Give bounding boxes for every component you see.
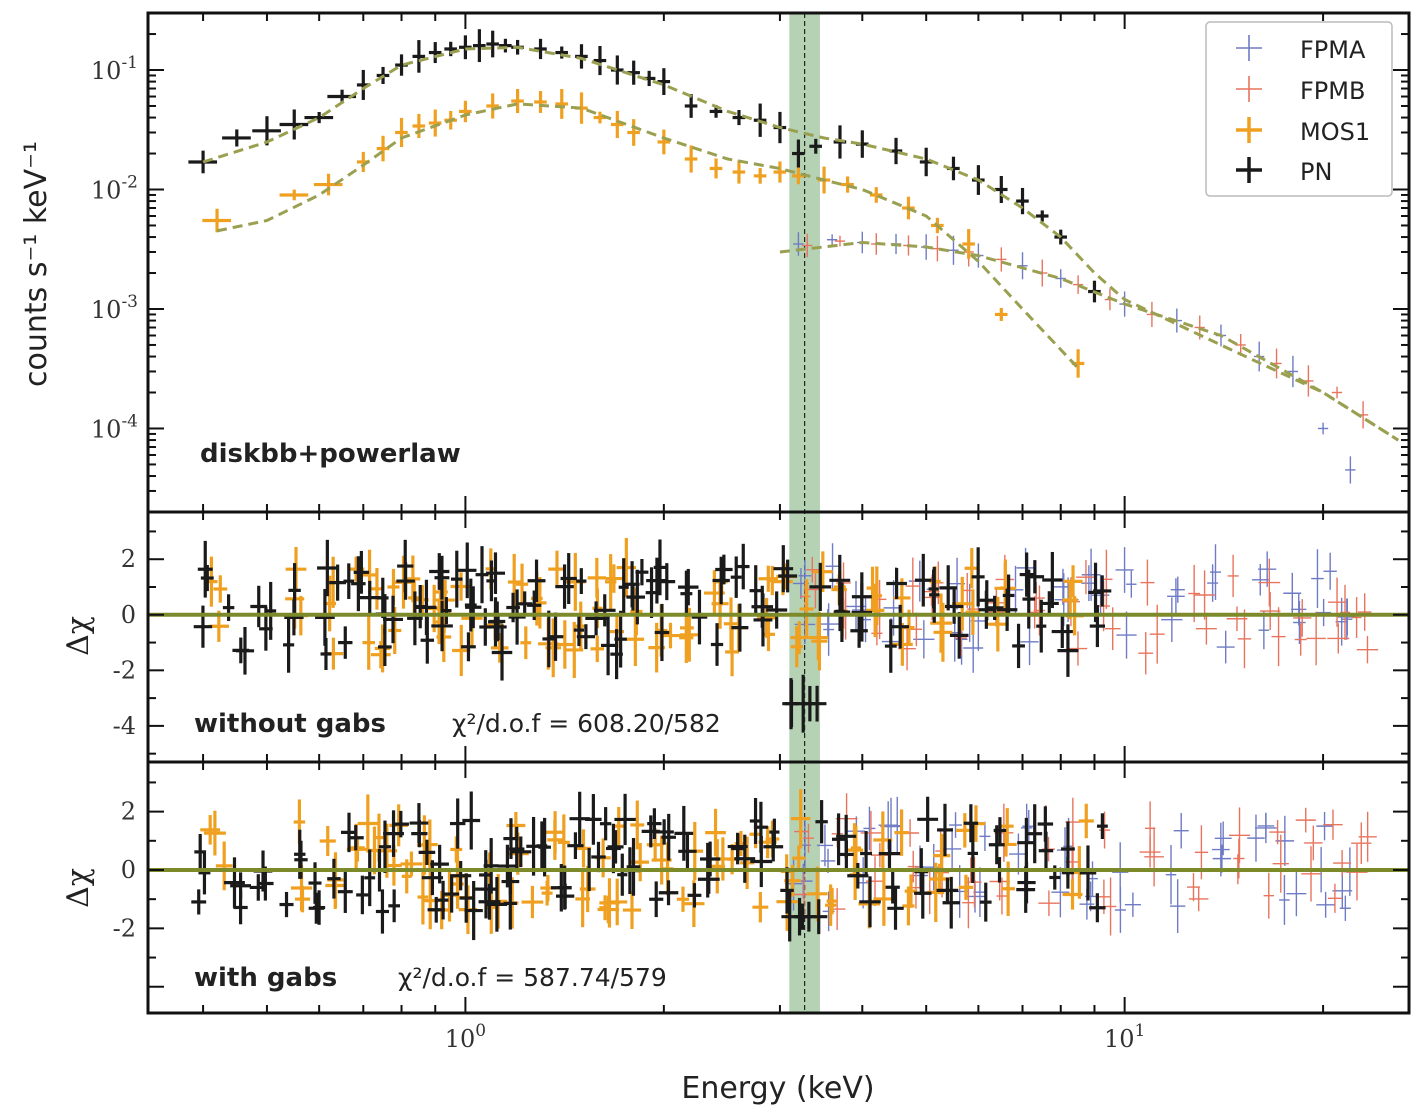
chi-square-with-gabs: χ²/d.o.f = 587.74/579: [398, 963, 667, 992]
y-tick-label: 10-1: [91, 53, 138, 85]
y-tick-label: -2: [113, 656, 136, 684]
model-curve-1: [217, 104, 1078, 368]
y-tick-label: 10-3: [91, 292, 138, 324]
panel-label-without-gabs: without gabs: [194, 709, 386, 739]
panel-label-with-gabs: with gabs: [194, 963, 337, 993]
panel-label-model: diskbb+powerlaw: [200, 439, 461, 469]
x-tick-label: 100: [445, 1021, 486, 1053]
spectrum-series-fpmb: [802, 233, 1368, 428]
spectrum-series-mos1: [202, 89, 1084, 378]
chi-square-without-gabs: χ²/d.o.f = 608.20/582: [452, 709, 721, 738]
legend-label-fpmb: FPMB: [1300, 77, 1365, 105]
residual-points-panel-2: [191, 789, 1376, 941]
residual-y-axis-label-1: Δχ: [61, 616, 96, 656]
chi-value: 587.74/579: [523, 963, 667, 992]
chi-prefix: χ²/d.o.f =: [452, 709, 577, 738]
x-tick-label: 101: [1104, 1021, 1145, 1053]
legend: FPMA FPMB MOS1 PN: [1206, 22, 1392, 196]
legend-label-fpma: FPMA: [1300, 36, 1366, 64]
chi-value: 608.20/582: [577, 709, 721, 738]
spectrum-series-pn: [188, 29, 1100, 302]
spectrum-series-fpma: [793, 232, 1355, 484]
y-tick-label: -2: [113, 914, 136, 942]
y-tick-label: 0: [121, 856, 136, 884]
model-curve-2: [780, 243, 1398, 441]
y-tick-label: -4: [113, 712, 136, 740]
spectral-fit-figure: 100 101 10-1 10-2 10-3 10-4 2 0 -2 -4 2 0 -2 Energy …: [0, 0, 1418, 1113]
y-tick-label: 10-4: [91, 411, 138, 443]
spectrum-y-axis-label: counts s⁻¹ keV⁻¹: [19, 141, 54, 387]
residual-points-panel-1: [194, 538, 1378, 733]
y-tick-label: 0: [121, 601, 136, 629]
chi-prefix: χ²/d.o.f =: [398, 963, 523, 992]
x-axis-label: Energy (keV): [681, 1071, 874, 1106]
legend-label-pn: PN: [1300, 158, 1332, 186]
y-tick-label: 10-2: [91, 173, 138, 205]
legend-label-mos1: MOS1: [1300, 118, 1370, 146]
residual-y-axis-label-2: Δχ: [61, 868, 96, 908]
y-tick-label: 2: [121, 545, 136, 573]
y-tick-label: 2: [121, 798, 136, 826]
